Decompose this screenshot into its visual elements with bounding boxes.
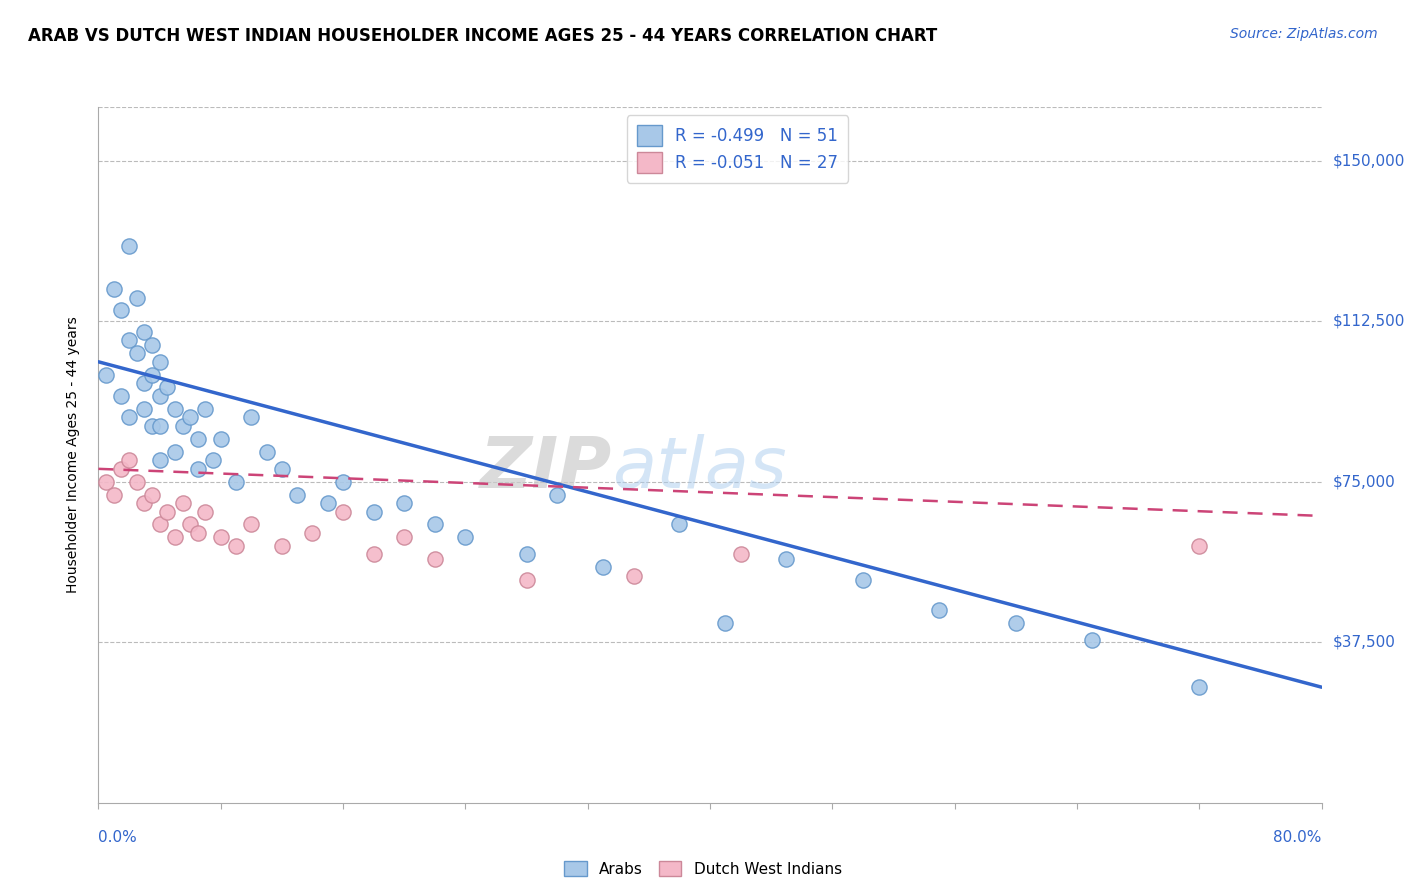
Point <box>141 487 163 501</box>
Point <box>1188 539 1211 553</box>
Point <box>516 548 538 562</box>
Point <box>454 530 477 544</box>
Point <box>332 505 354 519</box>
Point <box>301 526 323 541</box>
Text: $37,500: $37,500 <box>1333 635 1396 649</box>
Point <box>423 551 446 566</box>
Point <box>172 419 194 434</box>
Point <box>332 475 354 489</box>
Point <box>118 334 141 348</box>
Point <box>141 337 163 351</box>
Point <box>134 325 156 339</box>
Point <box>118 453 141 467</box>
Point <box>928 603 950 617</box>
Point <box>1081 633 1104 648</box>
Point <box>1188 680 1211 694</box>
Point <box>94 368 117 382</box>
Point <box>668 517 690 532</box>
Point <box>363 505 385 519</box>
Point <box>187 462 209 476</box>
Text: 80.0%: 80.0% <box>1274 830 1322 845</box>
Point <box>118 239 141 253</box>
Point <box>194 505 217 519</box>
Point <box>546 487 568 501</box>
Text: 0.0%: 0.0% <box>98 830 138 845</box>
Point <box>187 432 209 446</box>
Point <box>852 573 875 587</box>
Legend: Arabs, Dutch West Indians: Arabs, Dutch West Indians <box>557 853 849 884</box>
Point <box>149 453 172 467</box>
Point <box>1004 615 1026 630</box>
Point <box>592 560 614 574</box>
Point <box>240 517 263 532</box>
Point <box>172 496 194 510</box>
Point <box>209 432 232 446</box>
Point <box>103 282 125 296</box>
Point <box>240 410 263 425</box>
Point <box>202 453 225 467</box>
Point <box>392 496 416 510</box>
Point <box>163 401 186 416</box>
Y-axis label: Householder Income Ages 25 - 44 years: Householder Income Ages 25 - 44 years <box>66 317 80 593</box>
Point <box>730 548 752 562</box>
Point <box>149 355 172 369</box>
Point <box>141 368 163 382</box>
Point <box>363 548 385 562</box>
Point <box>149 517 172 532</box>
Point <box>194 401 217 416</box>
Point <box>775 551 797 566</box>
Text: $150,000: $150,000 <box>1333 153 1405 168</box>
Point <box>125 475 148 489</box>
Point <box>134 496 156 510</box>
Point <box>134 401 156 416</box>
Point <box>209 530 232 544</box>
Text: $75,000: $75,000 <box>1333 475 1396 489</box>
Point <box>623 569 645 583</box>
Point <box>225 539 247 553</box>
Point <box>156 505 179 519</box>
Point <box>125 346 148 360</box>
Point <box>714 615 737 630</box>
Point <box>270 539 292 553</box>
Point <box>285 487 308 501</box>
Point <box>163 444 186 458</box>
Point <box>110 389 132 403</box>
Legend: R = -0.499   N = 51, R = -0.051   N = 27: R = -0.499 N = 51, R = -0.051 N = 27 <box>627 115 848 183</box>
Point <box>118 410 141 425</box>
Text: ZIP: ZIP <box>479 434 612 503</box>
Point <box>110 462 132 476</box>
Point <box>163 530 186 544</box>
Point <box>103 487 125 501</box>
Point <box>125 291 148 305</box>
Point <box>187 526 209 541</box>
Point <box>270 462 292 476</box>
Text: ARAB VS DUTCH WEST INDIAN HOUSEHOLDER INCOME AGES 25 - 44 YEARS CORRELATION CHAR: ARAB VS DUTCH WEST INDIAN HOUSEHOLDER IN… <box>28 27 938 45</box>
Point <box>179 517 201 532</box>
Point <box>392 530 416 544</box>
Text: $112,500: $112,500 <box>1333 314 1405 328</box>
Point <box>110 303 132 318</box>
Point <box>149 419 172 434</box>
Point <box>423 517 446 532</box>
Point <box>225 475 247 489</box>
Point <box>134 376 156 391</box>
Point <box>256 444 278 458</box>
Point <box>516 573 538 587</box>
Point <box>316 496 339 510</box>
Point <box>141 419 163 434</box>
Text: Source: ZipAtlas.com: Source: ZipAtlas.com <box>1230 27 1378 41</box>
Point <box>156 380 179 394</box>
Point <box>94 475 117 489</box>
Point <box>179 410 201 425</box>
Point <box>149 389 172 403</box>
Text: atlas: atlas <box>612 434 787 503</box>
